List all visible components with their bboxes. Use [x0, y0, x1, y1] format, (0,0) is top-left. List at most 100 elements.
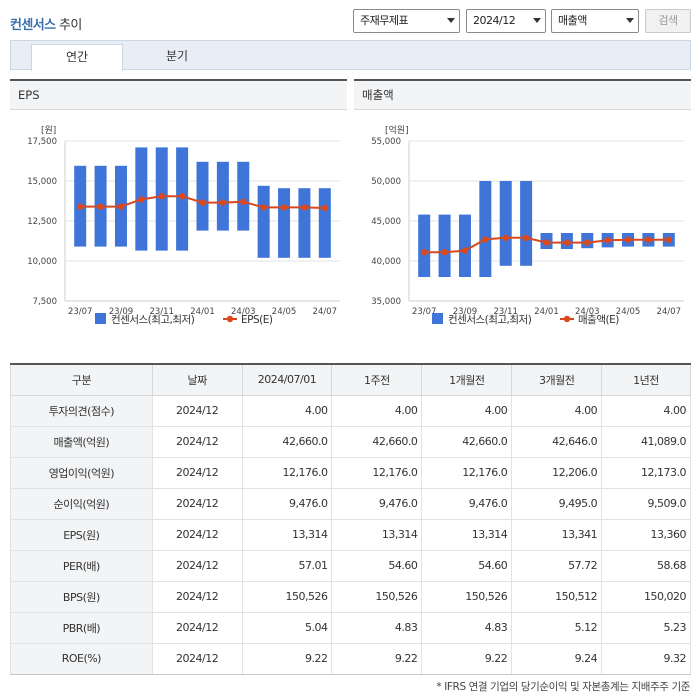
legend-bar-label: 컨센서스(최고,최저)	[111, 314, 195, 326]
legend-bar-swatch	[95, 313, 106, 324]
y-tick-label: 15,000	[27, 177, 57, 187]
table-cell: 12,206.0	[511, 456, 603, 489]
estimate-point	[280, 204, 288, 211]
estimate-point	[604, 237, 611, 244]
range-bar	[318, 188, 331, 258]
estimate-point	[178, 193, 186, 200]
estimate-point	[260, 204, 267, 211]
estimate-point	[441, 249, 448, 256]
x-tick-label: 23/11	[493, 307, 518, 317]
estimate-point	[219, 199, 227, 206]
table-cell: 13,360	[601, 518, 691, 551]
table-cell: 150,512	[511, 580, 603, 613]
y-unit-label: [원]	[41, 125, 56, 136]
table-cell: 9,476.0	[331, 487, 423, 520]
column-header: 1년전	[601, 363, 691, 396]
range-bar	[216, 161, 229, 231]
table-cell: 9,476.0	[421, 487, 513, 520]
tab-annual[interactable]: 연간	[31, 44, 123, 71]
estimate-point	[665, 236, 673, 243]
x-tick-label: 24/01	[534, 307, 559, 317]
range-bar	[499, 181, 512, 266]
table-row: 영업이익(억원) 2024/12 12,176.0 12,176.0 12,176.0 1…	[10, 456, 691, 489]
x-tick-label: 23/09	[453, 307, 478, 317]
estimate-point	[117, 203, 125, 210]
page-title-main: 컨센서스	[10, 18, 56, 33]
table-cell: 9.24	[511, 642, 603, 675]
range-bar	[418, 214, 431, 277]
table-cell: 150,526	[421, 580, 513, 613]
table-cell: 9,476.0	[241, 487, 333, 520]
range-bar	[278, 188, 291, 258]
table-cell: 4.00	[601, 394, 691, 427]
column-header: 1개월전	[421, 363, 513, 396]
table-cell: 57.72	[511, 549, 603, 582]
table-cell: 12,173.0	[601, 456, 691, 489]
y-tick-label: 7,500	[33, 297, 57, 307]
table-cell: 9,509.0	[601, 487, 691, 520]
table-cell: 41,089.0	[601, 425, 691, 458]
table-row: 투자의견(점수) 2024/12 4.00 4.00 4.00 4.00 4.00	[10, 394, 691, 427]
page-title-sub: 추이	[59, 18, 82, 33]
table-cell: 150,526	[241, 580, 333, 613]
chevron-down-icon	[447, 18, 455, 23]
chevron-down-icon	[533, 18, 541, 23]
metric-select[interactable]: 매출액	[551, 9, 639, 33]
legend-bar-swatch	[432, 313, 443, 324]
row-label: PBR(배)	[10, 611, 153, 644]
table-row: ROE(%) 2024/12 9.22 9.22 9.22 9.24 9.32	[10, 642, 691, 675]
y-tick-label: 45,000	[371, 217, 401, 227]
range-bar	[237, 161, 250, 231]
estimate-point	[624, 236, 632, 243]
range-bar	[298, 188, 311, 258]
estimate-point	[97, 203, 104, 210]
table-cell: 42,646.0	[511, 425, 603, 458]
row-label: PER(배)	[10, 549, 153, 582]
period-select[interactable]: 2024/12	[466, 9, 546, 33]
table-cell: 54.60	[331, 549, 423, 582]
estimate-point	[76, 203, 84, 210]
estimate-point	[158, 193, 165, 200]
table-cell: 5.04	[241, 611, 333, 644]
row-label: 투자의견(점수)	[10, 394, 153, 427]
row-date: 2024/12	[151, 580, 243, 613]
table-row: 매출액(억원) 2024/12 42,660.0 42,660.0 42,660.0 42…	[10, 425, 691, 458]
table-cell: 13,314	[241, 518, 333, 551]
chevron-down-icon	[626, 18, 634, 23]
estimate-point	[420, 249, 428, 256]
x-tick-label: 23/07	[68, 307, 93, 317]
table-cell: 4.00	[241, 394, 333, 427]
y-tick-label: 17,500	[27, 137, 57, 147]
column-header: 구분	[10, 363, 153, 396]
estimate-point	[240, 198, 247, 205]
x-tick-label: 23/11	[149, 307, 174, 317]
legend-line-label: 매출액(E)	[578, 314, 619, 326]
row-date: 2024/12	[151, 611, 243, 644]
consensus-table: 구분 날짜 2024/07/01 1주전 1개월전 3개월전 1년전 투자의견(점수) 202…	[10, 363, 691, 675]
sales-chart: [억원]55,000 50,000 45,000 40,000 35,000 23/07 2…	[371, 124, 684, 326]
table-row: EPS(원) 2024/12 13,314 13,314 13,314 13,341 13,…	[10, 518, 691, 551]
tab-bar: 연간 분기	[10, 40, 691, 71]
row-label: 매출액(억원)	[10, 425, 153, 458]
range-bar	[520, 181, 533, 266]
y-tick-label: 10,000	[27, 257, 57, 267]
statement-type-value: 주재무제표	[360, 14, 409, 27]
estimate-point	[584, 239, 591, 246]
table-cell: 9,495.0	[511, 487, 603, 520]
tab-quarterly[interactable]: 분기	[165, 49, 189, 63]
table-cell: 4.83	[331, 611, 423, 644]
row-date: 2024/12	[151, 642, 243, 675]
eps-chart-title: EPS	[10, 79, 347, 110]
x-tick-label: 24/03	[575, 307, 600, 317]
table-cell: 54.60	[421, 549, 513, 582]
legend-bar-label: 컨센서스(최고,최저)	[448, 314, 532, 326]
range-bar	[438, 214, 451, 277]
x-tick-label: 24/05	[616, 307, 641, 317]
estimate-point	[502, 234, 509, 241]
period-value: 2024/12	[473, 14, 516, 27]
search-button[interactable]: 검색	[645, 9, 691, 33]
statement-type-select[interactable]: 주재무제표	[353, 9, 460, 33]
table-cell: 58.68	[601, 549, 691, 582]
table-row: PBR(배) 2024/12 5.04 4.83 4.83 5.12 5.23	[10, 611, 691, 644]
table-cell: 9.22	[241, 642, 333, 675]
